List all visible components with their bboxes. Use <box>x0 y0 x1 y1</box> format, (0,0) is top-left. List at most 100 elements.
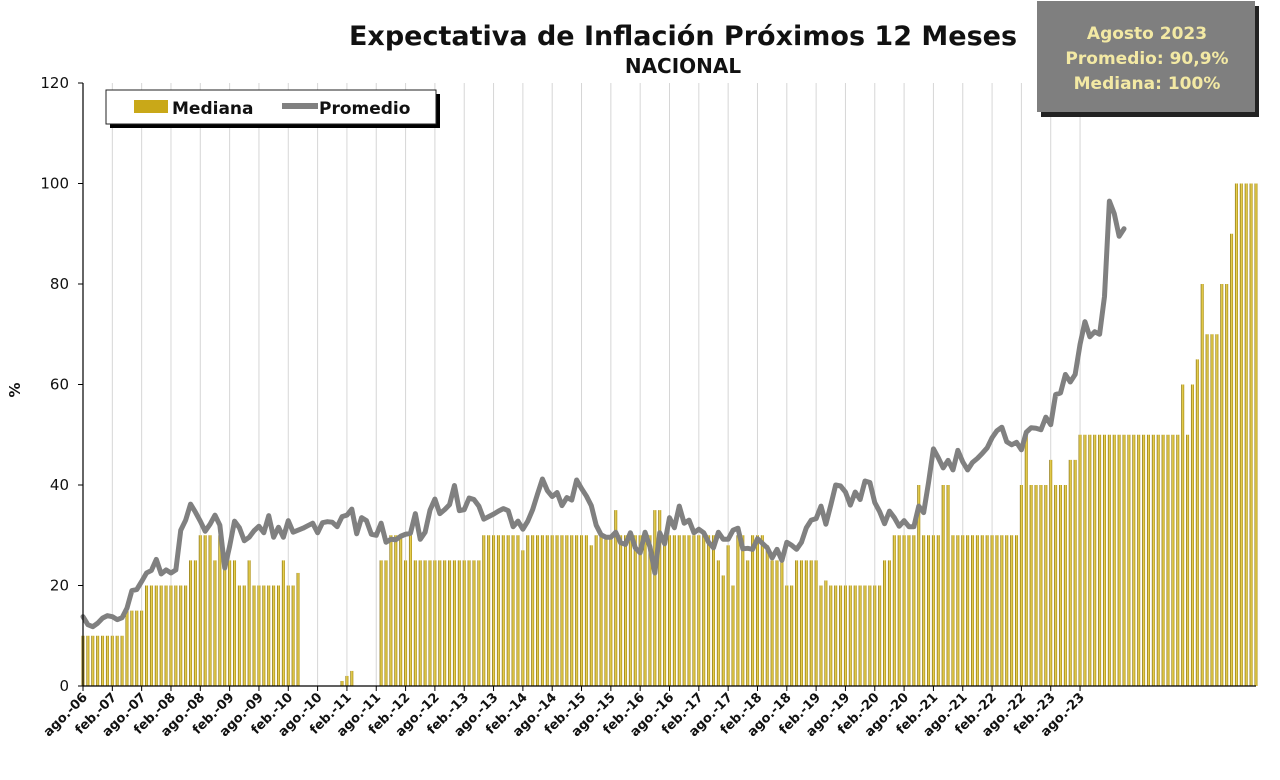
mediana-bar <box>198 535 202 686</box>
mediana-bar <box>1142 434 1146 686</box>
mediana-bar <box>145 585 149 686</box>
mediana-bar <box>1234 183 1238 686</box>
mediana-bar <box>149 585 153 686</box>
mediana-bar <box>565 535 569 686</box>
mediana-bar <box>159 585 163 686</box>
mediana-bar <box>697 535 701 686</box>
mediana-bar <box>550 535 554 686</box>
mediana-bar <box>521 550 525 686</box>
mediana-bar <box>604 535 608 686</box>
mediana-bar <box>829 585 833 686</box>
mediana-bar <box>1034 485 1038 686</box>
mediana-bar <box>110 635 114 686</box>
mediana-bar <box>96 635 100 686</box>
mediana-bar <box>1044 485 1048 686</box>
mediana-bar <box>389 535 393 686</box>
mediana-bar <box>971 535 975 686</box>
chart-subtitle: NACIONAL <box>625 54 742 78</box>
mediana-bar <box>433 560 437 686</box>
mediana-bar <box>1239 183 1243 686</box>
mediana-bar <box>105 635 109 686</box>
mediana-bar <box>985 535 989 686</box>
mediana-bar <box>1166 434 1170 686</box>
mediana-bar <box>384 560 388 686</box>
y-tick-label: 120 <box>40 74 69 92</box>
mediana-bar <box>760 535 764 686</box>
mediana-bar <box>1014 535 1019 686</box>
mediana-bar <box>394 535 398 686</box>
mediana-bar <box>526 535 530 686</box>
mediana-bar <box>839 585 843 686</box>
mediana-bar <box>1220 284 1224 686</box>
mediana-bar <box>755 535 759 686</box>
mediana-bar <box>218 535 222 686</box>
mediana-bar <box>1029 485 1033 686</box>
mediana-bar <box>193 560 197 686</box>
mediana-bar <box>580 535 584 686</box>
mediana-bar <box>1161 434 1165 686</box>
mediana-bar <box>775 560 779 686</box>
mediana-bar <box>296 572 300 686</box>
mediana-bar <box>536 535 540 686</box>
mediana-bar <box>858 585 862 686</box>
mediana-bar <box>125 610 129 686</box>
mediana-bar <box>511 535 515 686</box>
mediana-bar <box>467 560 471 686</box>
mediana-bar <box>1117 434 1121 686</box>
promedio-line <box>80 198 1127 630</box>
mediana-bar <box>267 585 271 686</box>
mediana-bar <box>492 535 496 686</box>
mediana-bar <box>682 535 686 686</box>
mediana-bar <box>184 585 188 686</box>
mediana-bar <box>834 585 838 686</box>
mediana-bar <box>423 560 427 686</box>
mediana-bar <box>853 585 857 686</box>
mediana-bar <box>477 560 481 686</box>
mediana-bar <box>741 535 745 686</box>
mediana-bar <box>452 560 456 686</box>
mediana-bar <box>848 585 852 686</box>
mediana-bar <box>540 535 544 686</box>
mediana-bar <box>443 560 447 686</box>
mediana-bar <box>623 535 628 686</box>
mediana-bar <box>1005 535 1009 686</box>
mediana-bar <box>379 560 383 686</box>
mediana-bar <box>892 535 896 686</box>
mediana-bar <box>584 535 588 686</box>
mediana-bar <box>575 535 579 686</box>
mediana-bar <box>1088 434 1092 686</box>
y-tick-label: 100 <box>40 175 69 193</box>
mediana-bar <box>751 535 755 686</box>
mediana-bar <box>927 535 931 686</box>
mediana-bar <box>516 535 520 686</box>
mediana-bar <box>1000 535 1004 686</box>
chart-title: Expectativa de Inflación Próximos 12 Mes… <box>349 21 1017 52</box>
mediana-bar <box>1039 485 1043 686</box>
mediana-bar <box>907 535 911 686</box>
mediana-bar <box>936 535 940 686</box>
mediana-bar <box>736 535 740 686</box>
mediana-bar <box>570 535 574 686</box>
mediana-bar <box>257 585 261 686</box>
mediana-bar <box>707 535 711 686</box>
mediana-bar <box>809 560 813 686</box>
mediana-bar <box>648 535 652 686</box>
legend-mediana-label: Mediana <box>172 99 254 119</box>
mediana-bar <box>555 535 559 686</box>
mediana-bar <box>1019 485 1023 686</box>
mediana-bar <box>531 535 535 686</box>
mediana-bar <box>873 585 877 686</box>
mediana-bar <box>281 560 285 686</box>
mediana-bar <box>1200 284 1204 686</box>
mediana-bar <box>980 535 984 686</box>
mediana-bar <box>418 560 422 686</box>
mediana-bar <box>594 535 598 686</box>
mediana-bar <box>101 635 105 686</box>
mediana-bar <box>1186 434 1190 686</box>
mediana-bar <box>799 560 803 686</box>
mediana-bar <box>448 560 452 686</box>
mediana-bar <box>1205 334 1209 686</box>
legend-mediana-swatch <box>134 100 168 113</box>
mediana-bar <box>408 535 412 686</box>
